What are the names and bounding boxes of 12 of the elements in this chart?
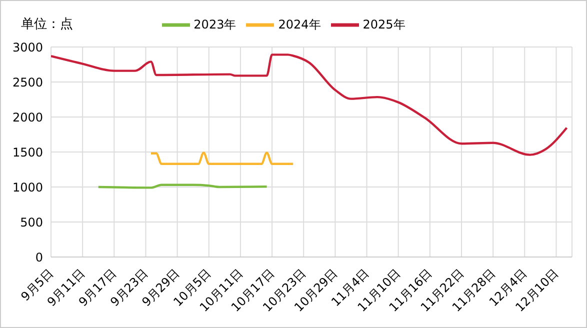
y-axis-title: 单位：点 <box>21 16 73 33</box>
y-tick-label: 2000 <box>12 110 43 124</box>
line-series <box>51 54 568 156</box>
y-tick-label: 1000 <box>12 180 43 194</box>
legend-label: 2025年 <box>362 17 406 32</box>
y-tick-label: 1500 <box>12 145 43 160</box>
y-tick-label: 3000 <box>12 40 43 54</box>
legend-label: 2023年 <box>194 17 236 32</box>
y-tick-label: 500 <box>20 215 43 230</box>
y-tick-label: 2500 <box>12 75 43 90</box>
legend-label: 2024年 <box>278 17 321 32</box>
y-tick-label: 0 <box>35 250 43 264</box>
